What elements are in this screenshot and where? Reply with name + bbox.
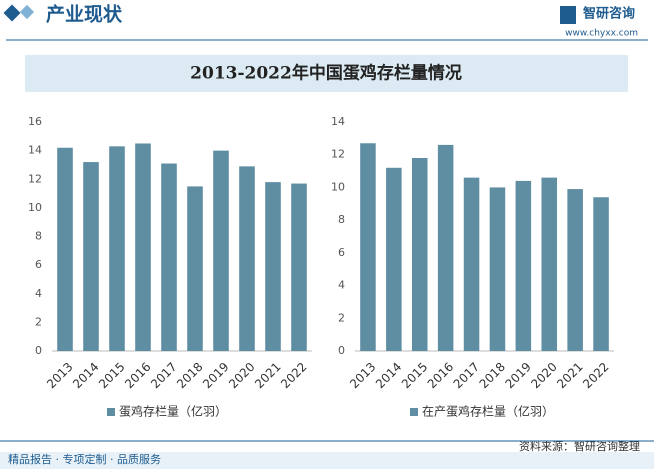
y-tick-label: 16 [28, 115, 42, 128]
bar [135, 143, 151, 351]
footer-bar [0, 452, 654, 469]
y-tick-label: 10 [28, 201, 42, 214]
y-tick-label: 12 [331, 148, 345, 161]
bar [239, 166, 255, 351]
y-tick-label: 0 [35, 344, 42, 357]
y-tick-label: 8 [35, 230, 42, 243]
legend-swatch [410, 408, 418, 416]
legend-swatch [107, 408, 115, 416]
section-title: 产业现状 [46, 3, 123, 26]
chart-title: 2013-2022年中国蛋鸡存栏量情况 [190, 63, 462, 84]
bar [187, 186, 203, 351]
y-tick-label: 10 [331, 180, 345, 193]
y-tick-label: 14 [331, 115, 345, 128]
bar [567, 189, 583, 351]
y-tick-label: 2 [35, 315, 42, 328]
bar [360, 143, 376, 351]
bar [463, 177, 480, 351]
bar [83, 162, 99, 351]
bar [291, 183, 307, 351]
bar [213, 150, 229, 351]
y-tick-label: 14 [28, 144, 42, 157]
legend-label: 蛋鸡存栏量（亿羽） [119, 404, 227, 419]
y-tick-label: 2 [338, 311, 345, 324]
bar [541, 177, 558, 351]
y-tick-label: 8 [338, 213, 345, 226]
brand-name: 智研咨询 [583, 6, 635, 22]
y-tick-label: 4 [35, 287, 42, 300]
bar [161, 163, 177, 351]
y-tick-label: 6 [338, 246, 345, 259]
y-tick-label: 12 [28, 172, 42, 185]
legend-label: 在产蛋鸡存栏量（亿羽） [422, 404, 554, 419]
bar [109, 146, 125, 351]
header-icon [19, 4, 35, 20]
bar [593, 197, 609, 351]
y-tick-label: 4 [338, 279, 345, 292]
brand-logo [560, 6, 576, 24]
bar [386, 167, 402, 351]
footer-text: 精品报告 · 专项定制 · 品质服务 [8, 452, 161, 466]
bar [57, 147, 73, 351]
y-tick-label: 0 [338, 344, 345, 357]
source-note: 资料来源：智研咨询整理 [519, 439, 640, 453]
bar [411, 157, 428, 351]
bar [515, 180, 532, 351]
y-tick-label: 6 [35, 258, 42, 271]
title-banner [25, 55, 628, 92]
bar [489, 187, 506, 351]
brand-url: www.chyxx.com [565, 29, 638, 39]
bar [265, 182, 281, 351]
bar [437, 144, 454, 351]
